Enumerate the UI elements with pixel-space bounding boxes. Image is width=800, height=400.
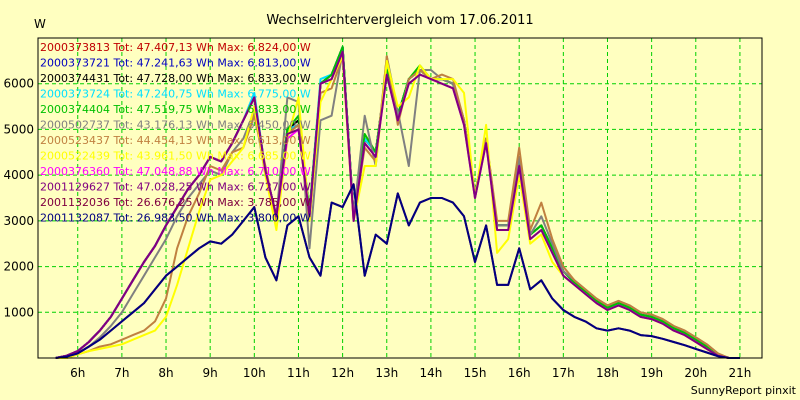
legend-entry: 2000502737 Tot: 43.176,13 Wh Max: 6.450,… — [40, 119, 311, 132]
x-tick-label: 7h — [114, 366, 129, 380]
x-tick-label: 12h — [331, 366, 354, 380]
x-tick-label: 11h — [287, 366, 310, 380]
legend-entry: 2000376360 Tot: 47.048,88 Wh Max: 6.710,… — [40, 165, 311, 178]
x-tick-label: 21h — [728, 366, 751, 380]
y-tick-label: 4000 — [3, 168, 34, 182]
x-tick-label: 14h — [419, 366, 442, 380]
y-tick-label: 3000 — [3, 214, 34, 228]
chart-title: Wechselrichtervergleich vom 17.06.2011 — [266, 13, 533, 28]
y-tick-label: 2000 — [3, 260, 34, 274]
y-tick-label: 5000 — [3, 122, 34, 136]
legend-entry: 2000522439 Tot: 43.961,50 Wh Max: 6.685,… — [40, 150, 311, 163]
x-tick-label: 16h — [508, 366, 531, 380]
y-tick-label: 1000 — [3, 305, 34, 319]
x-tick-label: 18h — [596, 366, 619, 380]
y-tick-label: 6000 — [3, 77, 34, 91]
legend-entry: 2000374431 Tot: 47.728,00 Wh Max: 6.833,… — [40, 72, 311, 85]
y-axis-label: W — [34, 17, 46, 31]
legend-entry: 2001132087 Tot: 26.983,50 Wh Max: 3.800,… — [40, 212, 311, 225]
x-tick-label: 9h — [203, 366, 218, 380]
x-tick-label: 17h — [552, 366, 575, 380]
plot-area — [37, 37, 763, 359]
footer-credit: SunnyReport pinxit — [691, 384, 797, 397]
legend-entry: 2000373724 Tot: 47.240,75 Wh Max: 6.775,… — [40, 88, 311, 101]
legend-entry: 2000523437 Tot: 44.454,13 Wh Max: 6.613,… — [40, 134, 311, 147]
x-tick-label: 19h — [640, 366, 663, 380]
x-tick-label: 15h — [464, 366, 487, 380]
series-line — [55, 183, 740, 359]
legend-entry: 2001129627 Tot: 47.028,25 Wh Max: 6.727,… — [40, 181, 311, 194]
x-tick-label: 8h — [158, 366, 173, 380]
legend-entry: 2000374404 Tot: 47.519,75 Wh Max: 6.833,… — [40, 103, 311, 116]
x-tick-label: 13h — [375, 366, 398, 380]
series-line — [55, 55, 740, 359]
x-tick-label: 6h — [70, 366, 85, 380]
legend-entry: 2000373813 Tot: 47.407,13 Wh Max: 6.824,… — [40, 41, 311, 54]
series-line — [55, 50, 740, 359]
series-line — [55, 183, 740, 359]
legend-entry: 2000373721 Tot: 47.241,63 Wh Max: 6.813,… — [40, 57, 311, 70]
x-tick-label: 20h — [684, 366, 707, 380]
legend-entry: 2001132036 Tot: 26.676,25 Wh Max: 3.785,… — [40, 196, 311, 209]
x-tick-label: 10h — [243, 366, 266, 380]
